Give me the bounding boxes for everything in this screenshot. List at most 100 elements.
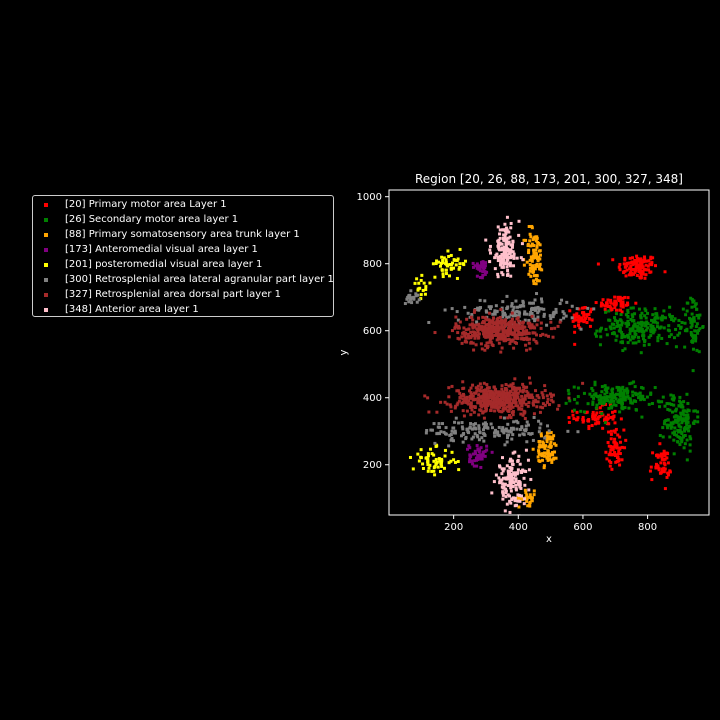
scatter-point-series-1	[609, 406, 613, 410]
scatter-point-series-5	[436, 425, 440, 429]
scatter-point-series-6	[485, 403, 489, 407]
scatter-point-series-1	[694, 336, 698, 340]
scatter-point-series-6	[506, 396, 510, 400]
scatter-point-series-7	[508, 472, 512, 476]
scatter-point-series-1	[682, 428, 686, 432]
scatter-point-series-6	[550, 398, 554, 402]
scatter-point-series-6	[482, 401, 486, 405]
scatter-point-series-1	[655, 321, 659, 325]
scatter-point-series-7	[509, 256, 513, 260]
scatter-point-series-0	[622, 270, 626, 274]
scatter-point-series-2	[543, 444, 547, 448]
scatter-point-series-0	[629, 273, 633, 277]
scatter-point-series-0	[585, 321, 589, 325]
scatter-point-series-1	[686, 417, 690, 421]
scatter-point-series-6	[473, 325, 477, 329]
scatter-point-series-1	[676, 417, 680, 421]
scatter-point-series-7	[501, 247, 505, 251]
scatter-point-series-6	[528, 321, 532, 325]
scatter-point-series-1	[628, 338, 632, 342]
scatter-point-series-4	[419, 448, 423, 452]
scatter-point-series-2	[528, 232, 532, 236]
scatter-point-series-6	[512, 326, 516, 330]
scatter-point-series-7	[519, 486, 523, 490]
scatter-point-series-0	[611, 448, 615, 452]
scatter-point-series-6	[519, 326, 523, 330]
scatter-point-series-3	[476, 447, 480, 451]
scatter-point-series-1	[605, 397, 609, 401]
scatter-point-series-6	[477, 398, 481, 402]
scatter-point-series-1	[674, 418, 678, 422]
legend-entry-327: [327] Retrosplenial area dorsal part lay…	[33, 287, 281, 302]
scatter-point-series-2	[535, 244, 539, 248]
legend-swatch-201	[44, 262, 48, 267]
scatter-point-series-6	[517, 319, 521, 323]
scatter-point-series-2	[538, 257, 542, 261]
scatter-point-series-5	[515, 309, 519, 313]
scatter-point-series-5	[484, 422, 488, 426]
scatter-point-series-6	[485, 329, 489, 333]
scatter-point-series-5	[511, 433, 515, 437]
scatter-point-series-2	[551, 437, 555, 441]
scatter-point-series-0	[613, 306, 617, 310]
scatter-point-series-1	[575, 401, 579, 405]
scatter-point-series-4	[450, 267, 454, 271]
scatter-point-series-0	[665, 456, 669, 460]
scatter-point-series-5	[503, 311, 507, 315]
scatter-point-series-2	[541, 442, 545, 446]
scatter-point-series-1	[613, 396, 617, 400]
scatter-point-series-6	[501, 402, 505, 406]
scatter-point-series-6	[469, 330, 473, 334]
scatter-point-series-7	[495, 252, 499, 256]
scatter-point-series-6	[515, 335, 519, 339]
scatter-point-series-2	[529, 244, 533, 248]
scatter-point-series-1	[663, 404, 667, 408]
scatter-point-series-1	[626, 321, 630, 325]
scatter-point-series-6	[531, 403, 535, 407]
scatter-point-series-3	[476, 448, 480, 452]
scatter-point-series-1	[685, 413, 689, 417]
scatter-point-series-7	[519, 494, 523, 498]
scatter-point-series-5	[500, 429, 504, 433]
scatter-point-series-1	[602, 402, 606, 406]
scatter-point-series-6	[496, 329, 500, 333]
scatter-point-series-1	[646, 326, 650, 330]
scatter-point-series-4	[428, 281, 432, 285]
scatter-point-series-6	[485, 396, 489, 400]
scatter-point-series-0	[582, 312, 586, 316]
scatter-point-series-7	[498, 232, 502, 236]
scatter-point-series-0	[624, 264, 628, 268]
scatter-point-series-5	[524, 428, 528, 432]
scatter-point-series-1	[684, 313, 688, 317]
scatter-point-series-5	[537, 309, 541, 313]
scatter-point-series-7	[516, 459, 520, 463]
scatter-point-series-6	[498, 392, 502, 396]
scatter-point-series-4	[432, 466, 436, 470]
scatter-point-series-4	[430, 452, 434, 456]
scatter-point-series-1	[677, 423, 681, 427]
scatter-point-series-5	[493, 312, 497, 316]
scatter-point-series-5	[463, 305, 467, 309]
scatter-point-series-5	[491, 426, 495, 430]
scatter-point-series-2	[545, 434, 549, 438]
scatter-point-series-1	[626, 390, 630, 394]
scatter-point-series-0	[573, 342, 577, 346]
scatter-point-series-6	[529, 396, 533, 400]
scatter-point-series-6	[509, 383, 513, 387]
scatter-point-series-1	[633, 322, 637, 326]
scatter-point-series-6	[474, 391, 478, 395]
scatter-point-series-2	[534, 251, 538, 255]
scatter-point-series-6	[534, 333, 538, 337]
scatter-point-series-0	[575, 410, 579, 414]
scatter-point-series-6	[532, 412, 536, 416]
scatter-point-series-4	[457, 267, 461, 271]
scatter-point-series-6	[512, 393, 516, 397]
scatter-point-series-6	[514, 403, 518, 407]
scatter-point-series-1	[613, 395, 617, 399]
scatter-point-series-4	[444, 272, 448, 276]
scatter-point-series-0	[654, 462, 658, 466]
scatter-point-series-6	[511, 338, 515, 342]
scatter-point-series-0	[650, 478, 654, 482]
scatter-point-series-6	[526, 321, 530, 325]
scatter-point-series-5	[473, 432, 477, 436]
